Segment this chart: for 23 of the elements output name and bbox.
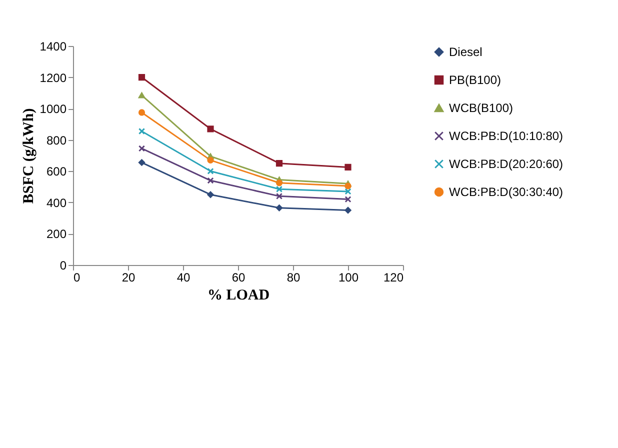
x-tick-label: 120 bbox=[383, 270, 404, 284]
x-tick-label: 20 bbox=[122, 270, 136, 284]
x-tick-label: 80 bbox=[286, 270, 300, 284]
x-tick-label: 0 bbox=[74, 270, 80, 284]
y-tick-label: 1000 bbox=[40, 102, 67, 116]
y-tick-label: 0 bbox=[60, 258, 67, 272]
y-tick-label: 600 bbox=[46, 164, 67, 179]
x-tick-label: 40 bbox=[176, 270, 190, 284]
x-axis-title: % LOAD bbox=[207, 288, 270, 304]
y-tick-label: 200 bbox=[46, 227, 67, 242]
y-tick-label: 1200 bbox=[40, 70, 67, 85]
legend-label: PB(B100) bbox=[449, 73, 502, 87]
legend-label: Diesel bbox=[449, 45, 482, 59]
x-tick-label: 60 bbox=[232, 270, 246, 284]
legend-label: WCB:PB:D(10:10:80) bbox=[449, 129, 564, 143]
x-tick-label: 100 bbox=[338, 270, 359, 284]
y-tick-label: 800 bbox=[46, 133, 67, 148]
y-tick-label: 1400 bbox=[40, 40, 67, 54]
y-axis-title: BSFC (g/kWh) bbox=[20, 108, 37, 204]
legend-label: WCB:PB:D(30:30:40) bbox=[449, 185, 564, 199]
y-tick-label: 400 bbox=[46, 196, 67, 210]
legend-label: WCB:PB:D(20:20:60) bbox=[449, 157, 564, 171]
legend-label: WCB(B100) bbox=[449, 101, 514, 115]
